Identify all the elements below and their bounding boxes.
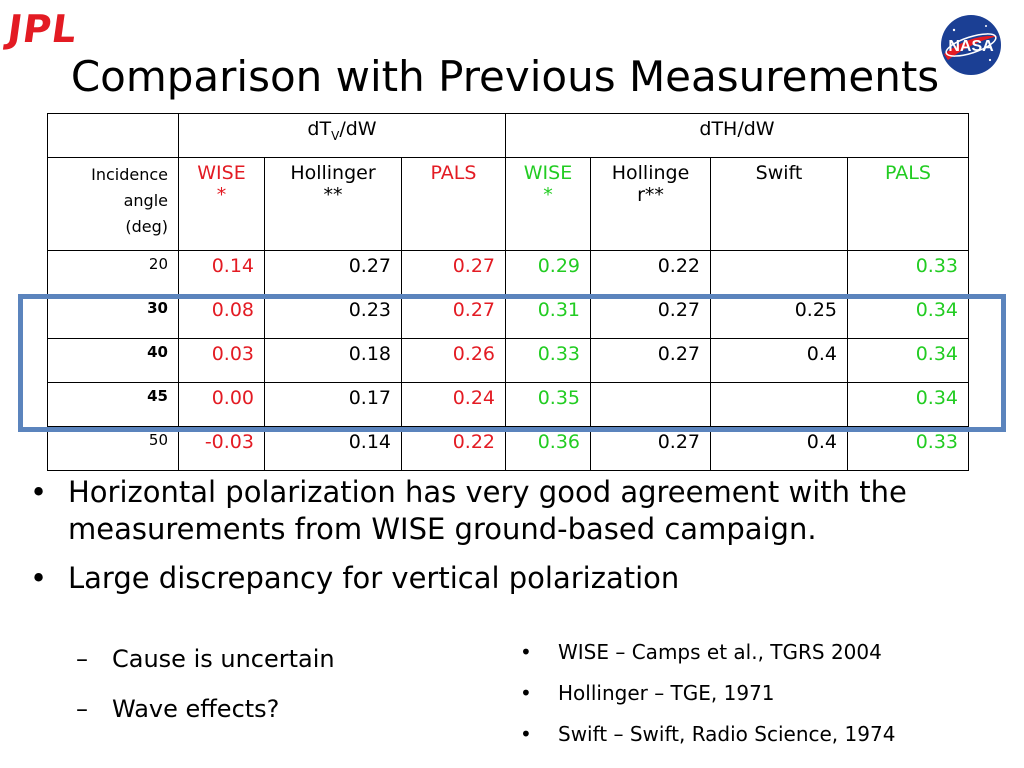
cell-h-wise: 0.35 <box>505 382 591 427</box>
cell-h-hollinger: 0.27 <box>590 294 711 339</box>
reference-item: Swift – Swift, Radio Science, 1974 <box>520 714 895 755</box>
table-row: 20 0.14 0.27 0.27 0.29 0.22 0.33 <box>47 250 969 295</box>
cell-v-pals: 0.26 <box>401 338 506 383</box>
group-header-h: dTH/dW <box>505 113 969 158</box>
col-header-h-hollinger: Hollinge r** <box>590 157 711 251</box>
cell-h-swift <box>710 382 848 427</box>
cell-h-pals: 0.33 <box>847 250 969 295</box>
cell-h-wise: 0.33 <box>505 338 591 383</box>
cell-h-pals: 0.34 <box>847 382 969 427</box>
nasa-logo: NASA <box>941 15 1001 75</box>
cell-h-swift <box>710 250 848 295</box>
sub-bullet-list: Cause is uncertain Wave effects? <box>76 634 335 734</box>
cell-v-hollinger: 0.17 <box>264 382 402 427</box>
slide-title: Comparison with Previous Measurements <box>70 52 940 101</box>
table-column-header-row: Incidence angle (deg) WISE * Hollinger ** PA… <box>47 157 969 251</box>
reference-item: WISE – Camps et al., TGRS 2004 <box>520 632 895 673</box>
cell-v-hollinger: 0.18 <box>264 338 402 383</box>
main-bullet-list: Horizontal polarization has very good ag… <box>28 474 988 609</box>
table-row: 45 0.00 0.17 0.24 0.35 0.34 <box>47 382 969 427</box>
nasa-logo-text: NASA <box>948 38 994 55</box>
bullet-item: Large discrepancy for vertical polarizat… <box>28 560 988 597</box>
cell-h-hollinger <box>590 382 711 427</box>
cell-h-pals: 0.34 <box>847 294 969 339</box>
table-row: 40 0.03 0.18 0.26 0.33 0.27 0.4 0.34 <box>47 338 969 383</box>
jpl-logo: JPL <box>4 7 81 51</box>
cell-h-swift: 0.25 <box>710 294 848 339</box>
angle-cell: 50 <box>47 426 179 471</box>
table-corner-cell <box>47 113 179 158</box>
cell-h-hollinger: 0.22 <box>590 250 711 295</box>
col-header-h-wise: WISE * <box>505 157 591 251</box>
angle-cell: 45 <box>47 382 179 427</box>
cell-h-pals: 0.33 <box>847 426 969 471</box>
cell-h-wise: 0.29 <box>505 250 591 295</box>
cell-v-wise: -0.03 <box>178 426 265 471</box>
cell-v-wise: 0.03 <box>178 338 265 383</box>
cell-v-wise: 0.00 <box>178 382 265 427</box>
cell-v-hollinger: 0.27 <box>264 250 402 295</box>
reference-item: Hollinger – TGE, 1971 <box>520 673 895 714</box>
cell-v-pals: 0.27 <box>401 294 506 339</box>
cell-h-pals: 0.34 <box>847 338 969 383</box>
cell-h-swift: 0.4 <box>710 426 848 471</box>
cell-v-hollinger: 0.14 <box>264 426 402 471</box>
angle-cell: 40 <box>47 338 179 383</box>
angle-column-header: Incidence angle (deg) <box>47 157 179 251</box>
cell-v-pals: 0.24 <box>401 382 506 427</box>
col-header-v-wise: WISE * <box>178 157 265 251</box>
table-row: 30 0.08 0.23 0.27 0.31 0.27 0.25 0.34 <box>47 294 969 339</box>
reference-list: WISE – Camps et al., TGRS 2004 Hollinger… <box>520 632 895 755</box>
comparison-table: dTV/dW dTH/dW Incidence angle (deg) WISE * … <box>47 113 969 471</box>
cell-h-hollinger: 0.27 <box>590 426 711 471</box>
group-header-v: dTV/dW <box>178 113 506 158</box>
table-group-header-row: dTV/dW dTH/dW <box>47 113 969 158</box>
sub-bullet-item: Cause is uncertain <box>76 634 335 684</box>
cell-v-wise: 0.08 <box>178 294 265 339</box>
angle-cell: 20 <box>47 250 179 295</box>
cell-v-hollinger: 0.23 <box>264 294 402 339</box>
cell-h-wise: 0.36 <box>505 426 591 471</box>
cell-h-wise: 0.31 <box>505 294 591 339</box>
col-header-v-pals: PALS <box>401 157 506 251</box>
cell-h-swift: 0.4 <box>710 338 848 383</box>
cell-v-wise: 0.14 <box>178 250 265 295</box>
table-row: 50 -0.03 0.14 0.22 0.36 0.27 0.4 0.33 <box>47 426 969 471</box>
angle-cell: 30 <box>47 294 179 339</box>
cell-h-hollinger: 0.27 <box>590 338 711 383</box>
col-header-v-hollinger: Hollinger ** <box>264 157 402 251</box>
col-header-h-swift: Swift <box>710 157 848 251</box>
sub-bullet-item: Wave effects? <box>76 684 335 734</box>
bullet-item: Horizontal polarization has very good ag… <box>28 474 988 548</box>
cell-v-pals: 0.27 <box>401 250 506 295</box>
col-header-h-pals: PALS <box>847 157 969 251</box>
cell-v-pals: 0.22 <box>401 426 506 471</box>
